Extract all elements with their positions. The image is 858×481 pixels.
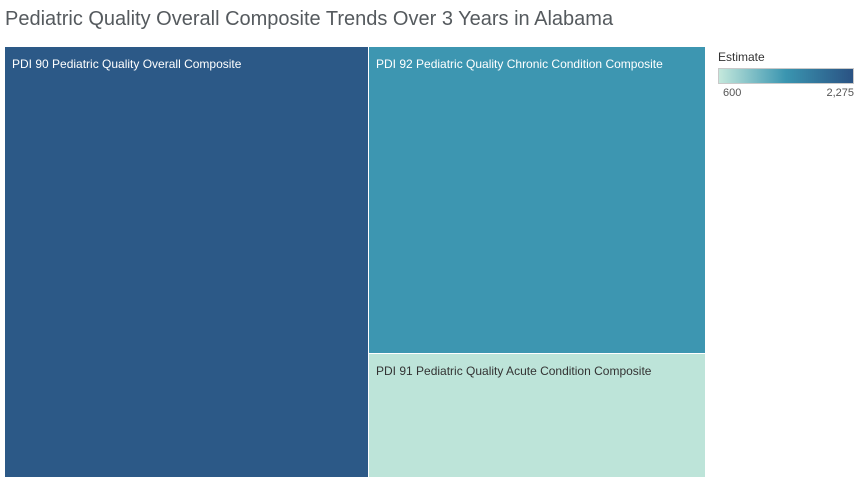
tile-label-pdi-90: PDI 90 Pediatric Quality Overall Composi… [12, 57, 242, 71]
treemap: PDI 90 Pediatric Quality Overall Composi… [5, 47, 705, 477]
legend-gradient-bar [718, 68, 854, 84]
legend-title: Estimate [718, 50, 765, 64]
tile-pdi-90[interactable]: PDI 90 Pediatric Quality Overall Composi… [5, 47, 368, 477]
color-legend: Estimate 600 2,275 [718, 50, 854, 105]
tile-label-pdi-92: PDI 92 Pediatric Quality Chronic Conditi… [376, 57, 663, 71]
legend-min-label: 600 [723, 87, 742, 99]
tile-pdi-91[interactable]: PDI 91 Pediatric Quality Acute Condition… [369, 354, 705, 477]
legend-ticks: 600 2,275 [718, 87, 854, 105]
tile-pdi-92[interactable]: PDI 92 Pediatric Quality Chronic Conditi… [369, 47, 705, 353]
tile-label-pdi-91: PDI 91 Pediatric Quality Acute Condition… [376, 364, 652, 378]
legend-max-label: 2,275 [826, 87, 854, 99]
chart-title: Pediatric Quality Overall Composite Tren… [5, 8, 614, 30]
